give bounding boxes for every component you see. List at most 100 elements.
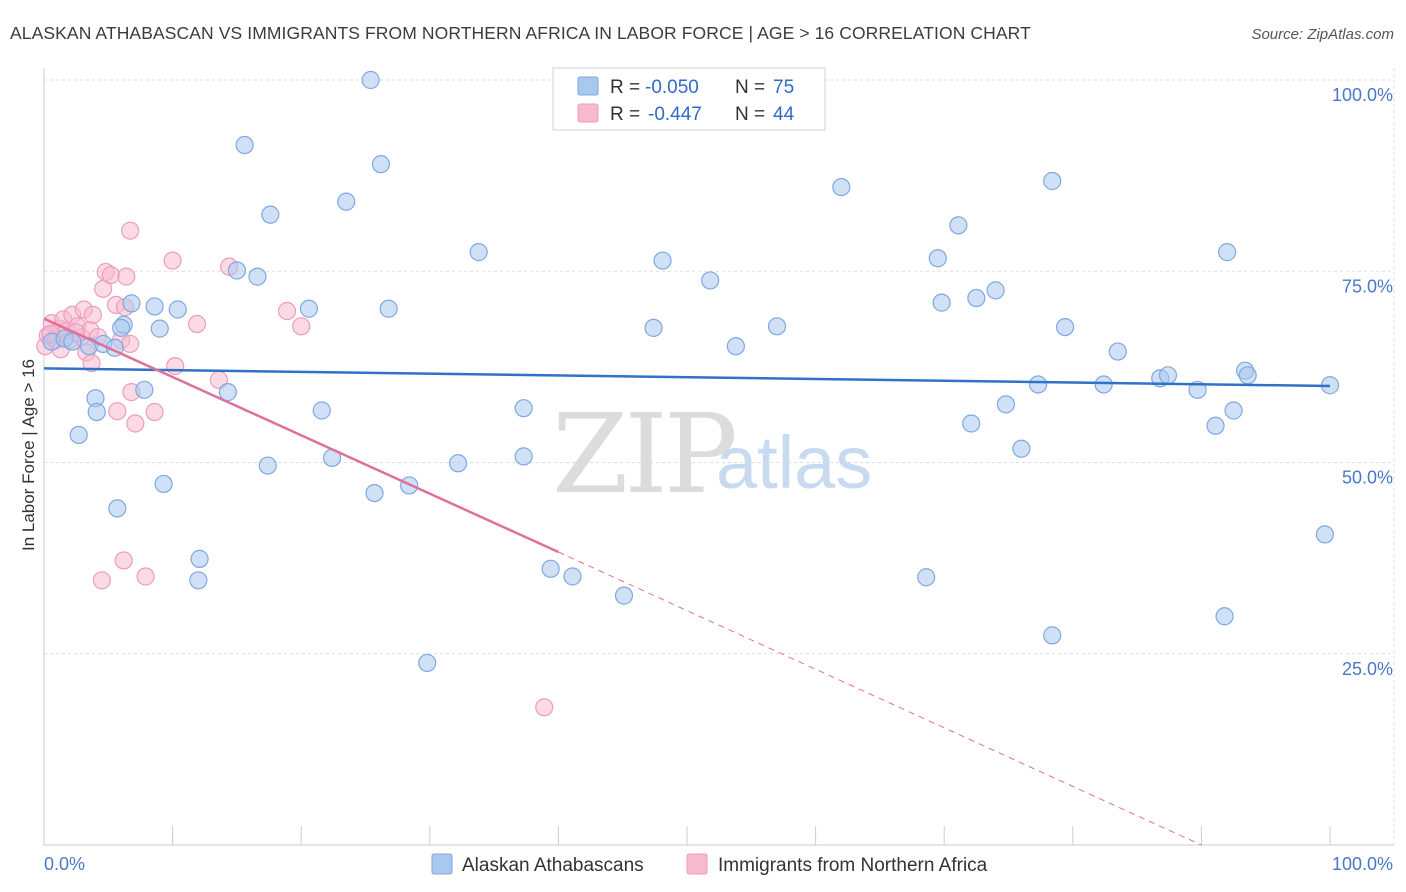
point-athabascans-41 bbox=[563, 567, 582, 586]
point-athabascans-57 bbox=[1028, 375, 1048, 394]
point-immigrants-33 bbox=[166, 357, 185, 376]
point-immigrants-38 bbox=[292, 317, 311, 336]
legend-n-label-2: N = bbox=[735, 104, 765, 125]
point-immigrants-13 bbox=[83, 305, 102, 324]
point-athabascans-12 bbox=[122, 294, 141, 313]
point-athabascans-52 bbox=[949, 216, 968, 235]
point-athabascans-43 bbox=[644, 318, 663, 337]
point-immigrants-37 bbox=[277, 301, 297, 321]
y-tick-label-100: 100.0% bbox=[1332, 85, 1393, 105]
y-axis-label: In Labor Force | Age > 16 bbox=[19, 359, 38, 551]
point-athabascans-30 bbox=[361, 70, 380, 90]
point-athabascans-58 bbox=[1012, 439, 1031, 458]
point-athabascans-15 bbox=[150, 319, 169, 338]
point-athabascans-45 bbox=[701, 271, 720, 290]
point-athabascans-69 bbox=[1218, 243, 1237, 262]
point-immigrants-32 bbox=[163, 251, 182, 270]
point-athabascans-42 bbox=[614, 586, 634, 605]
point-immigrants-24 bbox=[114, 551, 133, 570]
point-athabascans-60 bbox=[1043, 626, 1062, 645]
legend-r-value-2: -0.447 bbox=[648, 104, 702, 125]
trend-line-immigrants bbox=[43, 317, 559, 554]
point-athabascans-31 bbox=[365, 484, 384, 503]
point-athabascans-18 bbox=[190, 549, 209, 568]
point-immigrants-29 bbox=[126, 414, 145, 433]
point-athabascans-24 bbox=[258, 456, 277, 475]
point-athabascans-74 bbox=[1224, 401, 1243, 420]
y-tick-label-25: 25.0% bbox=[1342, 659, 1393, 679]
point-athabascans-53 bbox=[962, 414, 981, 433]
series-athabascans-points bbox=[42, 70, 1340, 673]
point-athabascans-32 bbox=[371, 155, 391, 174]
point-athabascans-50 bbox=[928, 249, 947, 268]
point-athabascans-19 bbox=[189, 571, 208, 590]
bottom-legend-swatch-series1 bbox=[431, 853, 453, 875]
point-athabascans-3 bbox=[69, 425, 88, 445]
point-athabascans-61 bbox=[1055, 317, 1075, 337]
chart-source: Source: ZipAtlas.com bbox=[1251, 26, 1394, 43]
point-immigrants-31 bbox=[145, 402, 164, 422]
legend-r-label-2: R = bbox=[610, 104, 640, 125]
point-athabascans-46 bbox=[726, 337, 745, 356]
legend-swatch-series2 bbox=[577, 103, 599, 123]
point-athabascans-39 bbox=[514, 399, 533, 418]
point-immigrants-26 bbox=[121, 334, 140, 354]
bottom-legend-label-series1: Alaskan Athabascans bbox=[462, 855, 644, 876]
point-athabascans-14 bbox=[145, 297, 164, 316]
point-immigrants-39 bbox=[535, 698, 554, 717]
chart-title: ALASKAN ATHABASCAN VS IMMIGRANTS FROM NO… bbox=[10, 23, 1031, 43]
point-athabascans-36 bbox=[448, 454, 468, 473]
point-athabascans-62 bbox=[1094, 375, 1113, 394]
point-athabascans-48 bbox=[832, 178, 851, 197]
point-athabascans-10 bbox=[108, 499, 127, 518]
point-athabascans-40 bbox=[541, 559, 560, 578]
point-immigrants-19 bbox=[101, 265, 120, 285]
bottom-legend-label-series2: Immigrants from Northern Africa bbox=[718, 855, 988, 876]
point-athabascans-72 bbox=[1315, 525, 1334, 544]
legend-n-value-1: 75 bbox=[773, 77, 794, 98]
point-athabascans-59 bbox=[1043, 171, 1062, 191]
series-immigrants-points bbox=[36, 221, 554, 717]
legend-r-value-1: -0.050 bbox=[645, 77, 699, 98]
point-athabascans-6 bbox=[87, 402, 106, 422]
point-athabascans-20 bbox=[218, 383, 237, 402]
trend-line-immigrants-extrapolated bbox=[558, 551, 1202, 846]
point-athabascans-22 bbox=[235, 135, 254, 155]
point-athabascans-66 bbox=[1188, 380, 1207, 399]
watermark-zip: ZIP bbox=[552, 390, 735, 518]
x-tick-label-min: 0.0% bbox=[44, 854, 85, 874]
point-athabascans-16 bbox=[154, 474, 173, 494]
correlation-legend: R = -0.050 N = 75 R = -0.447 N = 44 bbox=[552, 67, 826, 131]
point-immigrants-34 bbox=[187, 314, 207, 334]
point-athabascans-13 bbox=[135, 380, 154, 399]
point-immigrants-25 bbox=[117, 267, 136, 286]
point-athabascans-38 bbox=[514, 447, 533, 466]
point-athabascans-55 bbox=[986, 281, 1005, 300]
axes bbox=[43, 68, 1394, 846]
point-athabascans-25 bbox=[261, 205, 280, 224]
point-athabascans-47 bbox=[767, 317, 787, 336]
point-immigrants-21 bbox=[108, 402, 127, 421]
point-athabascans-54 bbox=[967, 288, 986, 308]
point-immigrants-27 bbox=[121, 221, 140, 240]
point-athabascans-2 bbox=[63, 332, 82, 351]
point-athabascans-29 bbox=[337, 192, 356, 211]
point-athabascans-63 bbox=[1108, 342, 1127, 361]
point-athabascans-11 bbox=[112, 318, 131, 337]
legend-n-label-1: N = bbox=[735, 77, 765, 98]
point-athabascans-27 bbox=[312, 401, 331, 420]
point-athabascans-68 bbox=[1215, 607, 1234, 626]
legend-n-value-2: 44 bbox=[773, 104, 795, 125]
point-athabascans-49 bbox=[917, 568, 936, 587]
y-tick-labels: 25.0% 50.0% 75.0% 100.0% bbox=[1332, 85, 1393, 679]
point-athabascans-37 bbox=[469, 243, 488, 262]
point-athabascans-17 bbox=[168, 300, 187, 319]
legend-swatch-series1 bbox=[577, 76, 599, 96]
point-athabascans-71 bbox=[1238, 366, 1257, 385]
point-athabascans-33 bbox=[379, 299, 398, 318]
point-athabascans-23 bbox=[248, 267, 267, 286]
bottom-legend-swatch-series2 bbox=[686, 853, 708, 875]
series-legend: Alaskan Athabascans Immigrants from Nort… bbox=[431, 853, 988, 876]
y-tick-label-50: 50.0% bbox=[1342, 468, 1393, 488]
